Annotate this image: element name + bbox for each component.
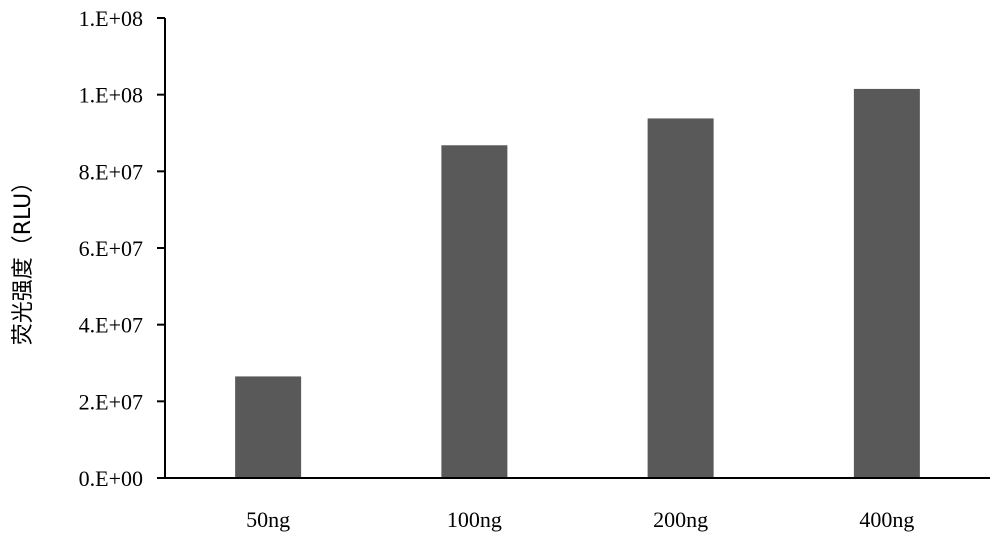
x-tick-label: 400ng — [859, 507, 914, 532]
bar-50ng — [235, 376, 302, 478]
y-tick-label: 4.E+07 — [79, 313, 143, 338]
bar-400ng — [853, 88, 920, 479]
x-tick-label: 100ng — [447, 507, 502, 532]
bar-100ng — [441, 145, 508, 478]
y-tick-label: 8.E+07 — [79, 159, 143, 184]
y-tick-label: 1.E+08 — [79, 83, 143, 108]
bar-200ng — [647, 118, 714, 478]
y-tick-label: 1.E+08 — [79, 6, 143, 31]
x-tick-label: 200ng — [653, 507, 708, 532]
y-tick-label: 6.E+07 — [79, 236, 143, 261]
y-axis: 0.E+00 2.E+07 4.E+07 6.E+07 8.E+07 1.E+08 1.E+… — [79, 6, 166, 491]
y-axis-title: 荧光强度（RLU） — [11, 171, 36, 346]
x-tick-label: 50ng — [246, 507, 290, 532]
bars-group — [235, 88, 920, 479]
y-tick-label: 2.E+07 — [79, 389, 143, 414]
y-tick-label: 0.E+00 — [79, 466, 143, 491]
x-axis: 50ng 100ng 200ng 400ng — [165, 477, 990, 532]
